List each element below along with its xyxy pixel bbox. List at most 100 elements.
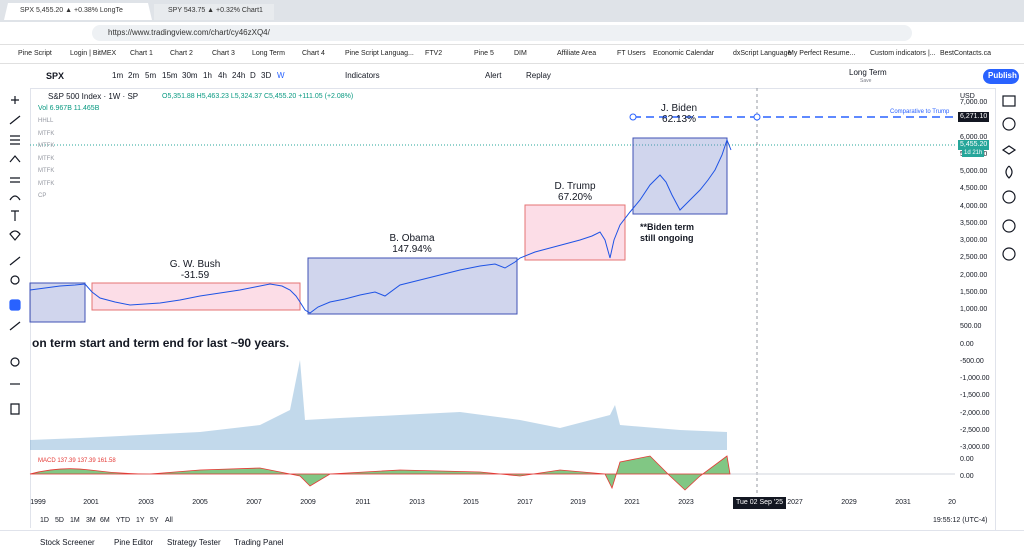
bookmark[interactable]: Chart 2 xyxy=(170,50,193,57)
price-label: 2,000.00 xyxy=(960,271,988,279)
publish-button[interactable] xyxy=(983,69,1019,84)
indicator-legend[interactable]: MTFK xyxy=(38,143,55,149)
range-button[interactable]: 1M xyxy=(70,517,80,524)
range-button[interactable]: All xyxy=(165,517,173,524)
bookmark[interactable]: Long Term xyxy=(252,50,285,57)
price-line xyxy=(29,138,732,314)
time-label: 2001 xyxy=(83,499,99,506)
publish-label[interactable]: Publish xyxy=(988,71,1017,80)
bookmark[interactable]: FT Users xyxy=(617,50,646,57)
time-label: 2011 xyxy=(355,499,371,506)
time-label: 1999 xyxy=(30,499,46,506)
price-label: 0.00 xyxy=(960,340,974,348)
range-button[interactable]: 5Y xyxy=(150,517,159,524)
countdown: 1d 21h xyxy=(962,149,985,157)
replay-button[interactable]: Replay xyxy=(526,71,551,80)
time-label: 2005 xyxy=(192,499,208,506)
bookmark[interactable]: Chart 4 xyxy=(302,50,325,57)
range-button[interactable]: 5D xyxy=(55,517,64,524)
indicator-legend[interactable]: CP xyxy=(38,193,47,199)
symbol-search[interactable]: SPX xyxy=(46,71,65,81)
price-label: 1,000.00 xyxy=(960,306,988,313)
tab-title[interactable]: SPY 543.75 ▲ +0.32% Chart1 xyxy=(168,7,263,14)
term-box xyxy=(29,282,86,323)
inactive-tab[interactable] xyxy=(154,4,274,20)
panel-tab[interactable]: Trading Panel xyxy=(234,538,284,547)
interval-button[interactable]: 3D xyxy=(261,71,272,80)
price-label: 4,000.00 xyxy=(960,202,988,210)
interval-button[interactable]: 30m xyxy=(182,71,198,80)
bookmark[interactable]: Login | BitMEX xyxy=(70,50,117,57)
price-label: -3,000.00 xyxy=(960,444,990,451)
indicator-legend[interactable]: MTFK xyxy=(38,168,55,174)
interval-button[interactable]: D xyxy=(250,71,256,80)
range-button[interactable]: YTD xyxy=(116,517,130,524)
bookmark[interactable]: dxScript Language xyxy=(733,50,792,57)
interval-button[interactable]: 1m xyxy=(112,71,124,80)
term-change: 147.94% xyxy=(392,244,432,255)
interval-button[interactable]: 2m xyxy=(128,71,140,80)
term-name: J. Biden xyxy=(660,103,698,114)
price-label: 4,500.00 xyxy=(960,185,988,193)
tool-icons[interactable] xyxy=(9,96,21,415)
indicator-legend[interactable]: MTFK xyxy=(38,130,55,137)
interval-button[interactable]: 4h xyxy=(218,71,227,80)
bookmark[interactable]: Custom indicators |... xyxy=(870,50,936,57)
tab-title[interactable]: SPX 5,455.20 ▲ +0.38% LongTe xyxy=(20,7,123,14)
interval-button[interactable]: 5m xyxy=(145,71,157,80)
interval-button[interactable]: 1h xyxy=(203,71,212,80)
bookmark[interactable]: Economic Calendar xyxy=(653,50,715,57)
price-label: -500.00 xyxy=(960,357,984,365)
indicator-legend[interactable]: HHLL xyxy=(38,118,54,124)
bookmark[interactable]: Pine 5 xyxy=(474,50,494,57)
time-label: 2007 xyxy=(246,499,262,506)
panel-tab[interactable]: Pine Editor xyxy=(114,538,154,547)
price-label: 7,000.00 xyxy=(960,99,988,106)
bookmark[interactable]: Chart 3 xyxy=(212,50,235,57)
bottom-panel-bar xyxy=(0,530,1024,555)
bookmark[interactable]: FTV2 xyxy=(425,50,443,57)
range-button[interactable]: 1Y xyxy=(136,517,145,524)
url[interactable]: https://www.tradingview.com/chart/cy46zX… xyxy=(108,28,270,37)
interval-button[interactable]: W xyxy=(277,71,285,80)
price-label: 1,500.00 xyxy=(960,288,988,296)
url-field[interactable] xyxy=(92,25,912,41)
term-change: -31.59 xyxy=(180,270,210,281)
macd-legend: MACD 137.39 137.39 161.58 xyxy=(38,458,116,464)
interval-button[interactable]: 15m xyxy=(162,71,178,80)
bookmark[interactable]: DIM xyxy=(514,50,527,57)
alert-button[interactable]: Alert xyxy=(485,71,502,80)
panel-tab[interactable]: Strategy Tester xyxy=(167,538,221,547)
headline-text: on term start and term end for last ~90 … xyxy=(32,336,290,350)
bookmark[interactable]: Pine Script Languag... xyxy=(345,50,414,57)
range-button[interactable]: 1D xyxy=(40,517,49,524)
range-button[interactable]: 3M xyxy=(86,517,96,524)
currency-label[interactable]: USD xyxy=(960,93,975,100)
indicator-legend[interactable]: MTFK xyxy=(38,155,55,162)
indicators-button[interactable]: Indicators xyxy=(345,71,380,80)
widget-icons[interactable] xyxy=(1001,95,1017,261)
layout-name[interactable]: Long Term xyxy=(849,68,887,77)
interval-button[interactable]: 24h xyxy=(232,71,246,80)
time-label: 2015 xyxy=(463,499,479,506)
bookmark[interactable]: Pine Script xyxy=(18,50,52,57)
line-handle[interactable] xyxy=(753,113,761,121)
panel-tab[interactable]: Stock Screener xyxy=(40,538,95,547)
term-name: B. Obama xyxy=(389,233,435,244)
ohlc-values: O5,351.88 H5,463.23 L5,324.37 C5,455.20 … xyxy=(162,93,354,100)
price-label: 2,500.00 xyxy=(960,254,988,262)
time-label: 2023 xyxy=(678,499,694,506)
price-label: 5,000.00 xyxy=(960,168,988,175)
bookmark[interactable]: BestContacts.ca xyxy=(940,50,991,57)
range-button[interactable]: 6M xyxy=(100,517,110,524)
line-handle[interactable] xyxy=(629,113,637,121)
active-tab[interactable] xyxy=(4,3,152,20)
bookmark[interactable]: Affiliate Area xyxy=(557,50,597,57)
time-label: 2013 xyxy=(409,499,425,506)
price-label: 6,000.00 xyxy=(960,133,988,141)
price-label: -1,500.00 xyxy=(960,392,990,400)
bookmark[interactable]: Chart 1 xyxy=(130,50,153,57)
indicator-legend[interactable]: MTFK xyxy=(38,180,55,187)
bookmark[interactable]: My Perfect Resume... xyxy=(788,50,856,57)
